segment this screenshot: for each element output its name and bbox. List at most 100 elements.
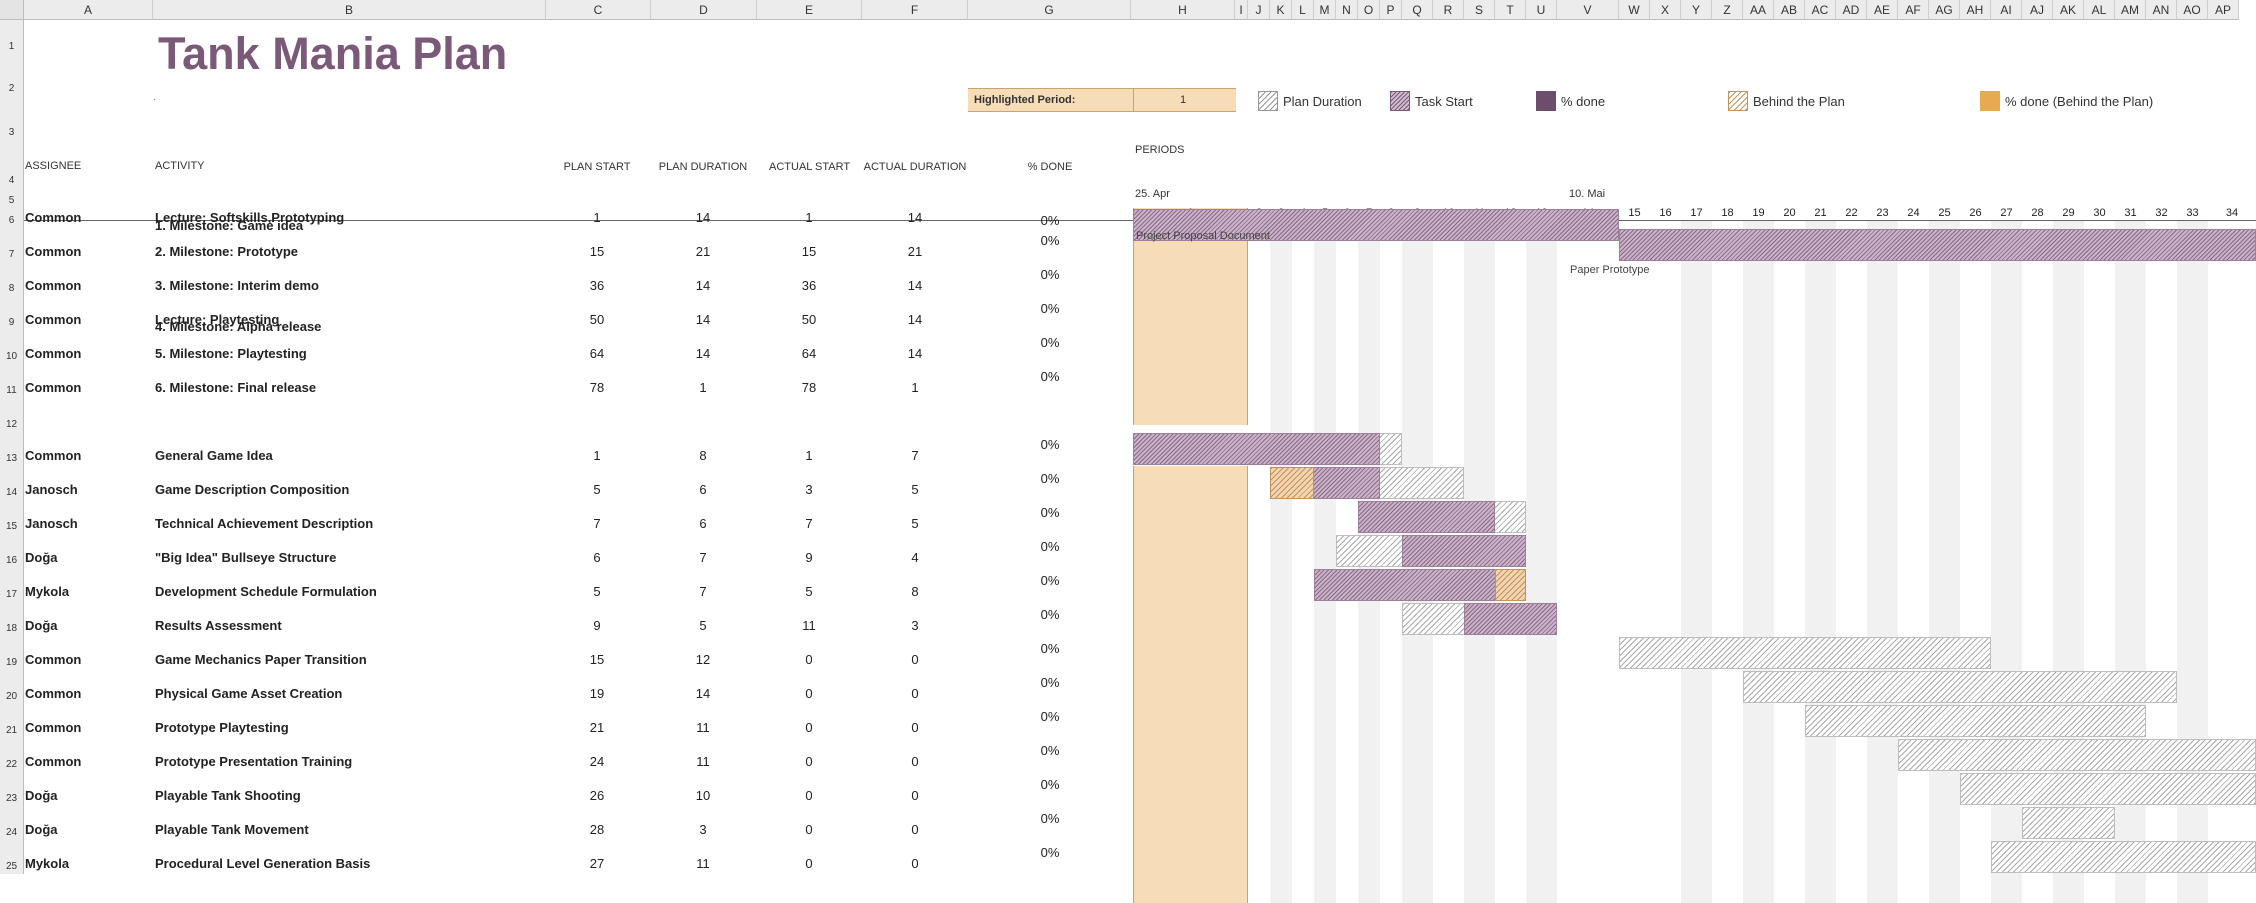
- actual-start-cell[interactable]: 0: [805, 754, 813, 769]
- assignee-cell[interactable]: Doğa: [25, 550, 58, 565]
- column-header[interactable]: AD: [1836, 0, 1867, 20]
- actual-start-cell[interactable]: 9: [805, 550, 813, 565]
- activity-cell[interactable]: "Big Idea" Bullseye Structure: [155, 550, 337, 565]
- activity-cell[interactable]: Physical Game Asset Creation: [155, 686, 343, 701]
- row-header[interactable]: 25: [0, 840, 24, 874]
- plan-duration-cell[interactable]: 7: [699, 584, 707, 599]
- actual-duration-cell[interactable]: 0: [911, 788, 919, 803]
- assignee-cell[interactable]: Mykola: [25, 584, 70, 599]
- column-header[interactable]: U: [1526, 0, 1557, 20]
- assignee-cell[interactable]: Common: [25, 448, 82, 463]
- activity-cell[interactable]: 2. Milestone: Prototype: [155, 244, 299, 259]
- assignee-cell[interactable]: Common: [25, 312, 82, 327]
- actual-duration-cell[interactable]: 0: [911, 720, 919, 735]
- pct-done-cell[interactable]: 0%: [1040, 709, 1060, 724]
- column-header[interactable]: AK: [2053, 0, 2084, 20]
- column-header[interactable]: G: [968, 0, 1131, 20]
- column-header[interactable]: AN: [2146, 0, 2177, 20]
- plan-duration-cell[interactable]: 6: [699, 482, 707, 497]
- plan-start-cell[interactable]: 26: [589, 788, 605, 803]
- assignee-cell[interactable]: Janosch: [25, 482, 78, 497]
- column-header[interactable]: W: [1619, 0, 1650, 20]
- activity-cell[interactable]: Prototype Playtesting: [155, 720, 289, 735]
- column-header[interactable]: I: [1235, 0, 1248, 20]
- assignee-cell[interactable]: Doğa: [25, 822, 58, 837]
- pct-done-cell[interactable]: 0%: [1040, 335, 1060, 350]
- assignee-cell[interactable]: Common: [25, 652, 82, 667]
- column-header[interactable]: Q: [1402, 0, 1433, 20]
- assignee-cell[interactable]: Mykola: [25, 856, 70, 871]
- assignee-cell[interactable]: Janosch: [25, 516, 78, 531]
- column-header[interactable]: R: [1433, 0, 1464, 20]
- column-header[interactable]: AL: [2084, 0, 2115, 20]
- plan-start-cell[interactable]: 6: [593, 550, 601, 565]
- row-header[interactable]: 19: [0, 636, 24, 670]
- plan-duration-cell[interactable]: 14: [695, 686, 711, 701]
- pct-done-cell[interactable]: 0%: [1040, 471, 1060, 486]
- column-header[interactable]: V: [1557, 0, 1619, 20]
- column-header[interactable]: S: [1464, 0, 1495, 20]
- pct-done-cell[interactable]: 0%: [1040, 301, 1060, 316]
- assignee-cell[interactable]: Common: [25, 686, 82, 701]
- actual-duration-cell[interactable]: 4: [911, 550, 919, 565]
- actual-duration-cell[interactable]: 0: [911, 822, 919, 837]
- column-header[interactable]: AC: [1805, 0, 1836, 20]
- column-header[interactable]: AB: [1774, 0, 1805, 20]
- actual-duration-cell[interactable]: 0: [911, 754, 919, 769]
- activity-cell[interactable]: Playable Tank Shooting: [155, 788, 301, 803]
- column-header[interactable]: X: [1650, 0, 1681, 20]
- plan-duration-cell[interactable]: 1: [699, 380, 707, 395]
- row-header[interactable]: 24: [0, 806, 24, 840]
- plan-start-cell[interactable]: 19: [589, 686, 605, 701]
- pct-done-cell[interactable]: 0%: [1040, 369, 1060, 384]
- actual-duration-cell[interactable]: 0: [911, 856, 919, 871]
- pct-done-cell[interactable]: 0%: [1040, 213, 1060, 228]
- actual-start-cell[interactable]: 78: [801, 380, 817, 395]
- column-header[interactable]: D: [651, 0, 757, 20]
- actual-duration-cell[interactable]: 7: [911, 448, 919, 463]
- activity-cell[interactable]: 5. Milestone: Playtesting: [155, 346, 307, 361]
- plan-start-cell[interactable]: 5: [593, 584, 601, 599]
- column-header[interactable]: F: [862, 0, 968, 20]
- plan-start-cell[interactable]: 9: [593, 618, 601, 633]
- row-header[interactable]: 1: [0, 20, 24, 54]
- activity-cell[interactable]: Game Mechanics Paper Transition: [155, 652, 367, 667]
- actual-duration-cell[interactable]: 8: [911, 584, 919, 599]
- activity-cell[interactable]: General Game Idea: [155, 448, 273, 463]
- column-header[interactable]: AP: [2208, 0, 2239, 20]
- assignee-cell[interactable]: Common: [25, 244, 82, 259]
- actual-start-cell[interactable]: 1: [805, 448, 813, 463]
- assignee-cell[interactable]: Doğa: [25, 788, 58, 803]
- actual-duration-cell[interactable]: 5: [911, 516, 919, 531]
- plan-duration-cell[interactable]: 12: [695, 652, 711, 667]
- row-header[interactable]: 21: [0, 704, 24, 738]
- actual-start-cell[interactable]: 0: [805, 686, 813, 701]
- plan-duration-cell[interactable]: 11: [696, 720, 710, 735]
- actual-start-cell[interactable]: 15: [801, 244, 817, 259]
- actual-start-cell[interactable]: 36: [801, 278, 817, 293]
- actual-start-cell[interactable]: 50: [801, 312, 817, 327]
- plan-duration-cell[interactable]: 5: [699, 618, 707, 633]
- column-header[interactable]: O: [1358, 0, 1380, 20]
- plan-start-cell[interactable]: 36: [589, 278, 605, 293]
- assignee-cell[interactable]: Doğa: [25, 618, 58, 633]
- column-header[interactable]: E: [757, 0, 862, 20]
- plan-start-cell[interactable]: 1: [593, 448, 601, 463]
- column-header[interactable]: C: [546, 0, 651, 20]
- activity-cell[interactable]: Playable Tank Movement: [155, 822, 309, 837]
- assignee-cell[interactable]: Common: [25, 754, 82, 769]
- activity-cell[interactable]: Prototype Presentation Training: [155, 754, 353, 769]
- row-header[interactable]: 23: [0, 772, 24, 806]
- actual-start-cell[interactable]: 3: [805, 482, 813, 497]
- activity-cell[interactable]: Lecture: Playtesting: [155, 312, 280, 327]
- assignee-cell[interactable]: Common: [25, 380, 82, 395]
- column-header[interactable]: AO: [2177, 0, 2208, 20]
- assignee-cell[interactable]: Common: [25, 346, 82, 361]
- column-header[interactable]: AA: [1743, 0, 1774, 20]
- pct-done-cell[interactable]: 0%: [1040, 505, 1060, 520]
- plan-start-cell[interactable]: 78: [589, 380, 605, 395]
- row-header[interactable]: 16: [0, 534, 24, 568]
- row-header[interactable]: 18: [0, 602, 24, 636]
- activity-cell[interactable]: 6. Milestone: Final release: [155, 380, 317, 395]
- plan-duration-cell[interactable]: 10: [695, 788, 711, 803]
